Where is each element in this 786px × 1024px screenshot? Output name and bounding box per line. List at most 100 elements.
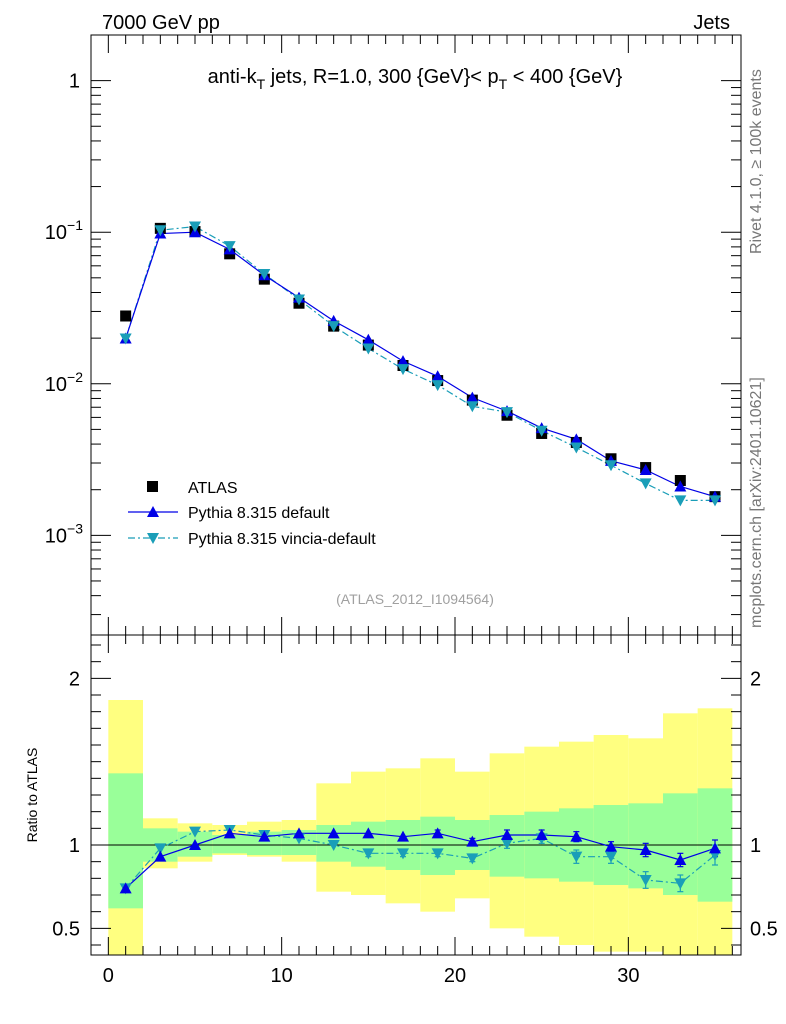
ratio-y-label: Ratio to ATLAS bbox=[24, 748, 40, 843]
title-sub-1: T bbox=[257, 76, 266, 92]
legend-atlas-marker bbox=[147, 481, 158, 492]
ratio-vincia-point bbox=[189, 826, 201, 838]
ratio-y-tick-label-right: 2 bbox=[750, 668, 761, 690]
ratio-vincia-point bbox=[362, 848, 375, 860]
main-atlas-point bbox=[120, 310, 132, 322]
title-part-2: jets, R=1.0, 300 {GeV}< p bbox=[265, 66, 499, 88]
ratio-default-point bbox=[362, 827, 375, 839]
main-vincia-point bbox=[397, 364, 409, 376]
main-default-point bbox=[674, 480, 687, 492]
mcplots-label: mcplots.cern.ch [arXiv:2401.10621] bbox=[748, 377, 765, 628]
main-panel: 110−110−210−3 anti-kT jets, R=1.0, 300 {… bbox=[45, 34, 742, 636]
ratio-default-point bbox=[119, 882, 132, 894]
main-vincia-line bbox=[125, 225, 715, 502]
ratio-vincia-point bbox=[466, 853, 479, 865]
title-part-3: < 400 {GeV} bbox=[507, 66, 622, 88]
ratio-y-axis: 0.5 0.5 1 1 2 2 bbox=[52, 644, 778, 946]
ratio-vincia-line bbox=[125, 829, 716, 889]
main-vincia-point bbox=[605, 460, 617, 472]
main-vincia-point bbox=[709, 495, 721, 507]
main-default-point bbox=[431, 370, 444, 382]
ratio-default-point bbox=[327, 827, 340, 839]
main-vincia-point bbox=[223, 241, 236, 253]
ratio-default-point bbox=[189, 839, 201, 850]
ratio-y-tick-label-right: 0.5 bbox=[750, 918, 778, 940]
ratio-panel: 0.5 0.5 1 1 2 2 0 10 20 30 Ratio to ATLAS bbox=[24, 634, 778, 987]
main-x-axis bbox=[107, 35, 733, 635]
ratio-band-inner bbox=[247, 831, 282, 855]
analysis-watermark: (ATLAS_2012_I1094564) bbox=[336, 591, 494, 607]
ratio-vincia-point bbox=[431, 848, 444, 860]
main-vincia-point bbox=[535, 425, 548, 437]
main-series-layer bbox=[119, 221, 721, 507]
main-y-axis: 1 10−1 10−2 10−3 bbox=[45, 34, 741, 616]
main-vincia-point bbox=[570, 442, 583, 454]
ratio-vincia-point bbox=[501, 838, 513, 850]
ratio-vincia-point bbox=[674, 878, 687, 890]
ratio-default-point bbox=[293, 827, 305, 839]
ratio-y-tick-label: 0.5 bbox=[52, 918, 80, 940]
ratio-default-point bbox=[466, 835, 479, 847]
main-vincia-point bbox=[258, 268, 271, 280]
ratio-bands bbox=[108, 700, 733, 955]
ratio-vincia-point bbox=[327, 840, 340, 851]
ratio-default-point bbox=[501, 829, 513, 840]
ratio-vincia-point bbox=[639, 875, 652, 886]
ratio-default-point bbox=[397, 830, 409, 842]
title-sub-2: T bbox=[499, 76, 508, 92]
main-default-point bbox=[397, 355, 409, 367]
ratio-vincia-point bbox=[397, 848, 409, 860]
main-vincia-point bbox=[431, 380, 444, 392]
main-vincia-point bbox=[119, 333, 132, 345]
x-tick-label: 10 bbox=[271, 965, 293, 987]
title-part-1: anti-k bbox=[208, 66, 258, 88]
ratio-x-axis: 0 10 20 30 bbox=[103, 635, 733, 987]
ratio-vincia-point bbox=[154, 843, 167, 855]
main-vincia-point bbox=[154, 225, 167, 237]
main-default-point bbox=[570, 433, 583, 445]
process-label: Jets bbox=[693, 12, 730, 34]
main-vincia-point bbox=[362, 343, 375, 355]
main-default-point bbox=[362, 333, 375, 345]
ratio-default-point bbox=[674, 854, 687, 865]
ratio-default-point bbox=[258, 830, 271, 842]
legend-default-label: Pythia 8.315 default bbox=[188, 505, 330, 522]
ratio-default-point bbox=[709, 842, 721, 854]
ratio-default-point bbox=[154, 850, 167, 862]
main-default-line bbox=[125, 231, 716, 498]
ratio-y-tick-label-right: 1 bbox=[750, 835, 761, 857]
main-vincia-point bbox=[674, 495, 687, 507]
ratio-y-tick-label: 1 bbox=[69, 835, 80, 857]
legend: ATLAS Pythia 8.315 default Pythia 8.315 … bbox=[128, 480, 376, 548]
main-vincia-point bbox=[327, 321, 340, 333]
ratio-vincia-point bbox=[570, 851, 583, 863]
legend-atlas-label: ATLAS bbox=[188, 480, 238, 497]
legend-vincia-label: Pythia 8.315 vincia-default bbox=[188, 531, 376, 548]
x-tick-label: 20 bbox=[444, 965, 466, 987]
main-vincia-point bbox=[639, 478, 652, 490]
ratio-default-point bbox=[605, 840, 617, 852]
main-vincia-point bbox=[293, 294, 305, 306]
ratio-default-point bbox=[431, 827, 444, 839]
main-vincia-point bbox=[189, 221, 201, 233]
ratio-vincia-point bbox=[605, 851, 617, 863]
ratio-default-point bbox=[223, 827, 236, 839]
ratio-band-inner bbox=[420, 816, 455, 875]
legend-default-marker bbox=[147, 506, 159, 517]
main-vincia-point bbox=[466, 401, 479, 413]
main-y-tick-label: 10−3 bbox=[45, 520, 83, 547]
main-default-point bbox=[466, 391, 479, 403]
ratio-default-point bbox=[535, 829, 548, 840]
ratio-series-layer bbox=[119, 825, 721, 895]
ratio-default-point bbox=[639, 844, 652, 855]
chart-title: anti-kT jets, R=1.0, 300 {GeV}< pT < 400… bbox=[208, 66, 623, 92]
main-y-tick-label: 10−2 bbox=[45, 369, 83, 396]
rivet-version-label: Rivet 4.1.0, ≥ 100k events bbox=[748, 69, 765, 254]
legend-vincia-marker bbox=[147, 533, 159, 544]
ratio-default-line bbox=[125, 832, 716, 889]
x-tick-label: 0 bbox=[103, 965, 114, 987]
ratio-y-tick-label: 2 bbox=[69, 668, 80, 690]
ratio-default-point bbox=[570, 830, 583, 842]
main-y-tick-label: 10−1 bbox=[45, 217, 83, 244]
